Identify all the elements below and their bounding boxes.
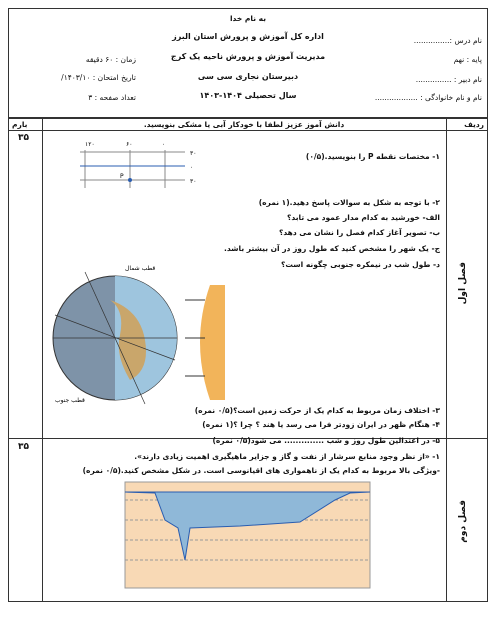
table (8, 118, 488, 602)
grid-label: ۰ (190, 164, 193, 171)
teacher: نام دبیر : ............... (415, 75, 482, 84)
rule (446, 118, 447, 602)
grid-label: ۳۰ (190, 178, 196, 185)
question: ۲- با توجه به شکل به سوالات پاسخ دهید.(۱… (258, 198, 440, 207)
rule (8, 438, 488, 439)
score: ۳۵ (18, 133, 29, 143)
question: ج- یک شهر را مشخص کنید که طول روز در آن … (223, 244, 440, 253)
question: ۳- اختلاف زمان مربوط به کدام یک از حرکت … (194, 406, 440, 415)
rule (8, 130, 488, 131)
coordinate-grid: P ۱۲۰ ۶۰ ۰ ۳۰ ۰ ۳۰ (80, 141, 196, 188)
time: زمان : ۶۰ دقیقه (85, 55, 136, 64)
grid-label: ۶۰ (126, 141, 132, 148)
point-label: P (120, 173, 124, 180)
grid-label: ۰ (162, 141, 165, 148)
question: ۵- در اعتدالین طول روز و شب ............… (212, 436, 440, 445)
question: الف- خورشید به کدام مدار عمود می تابد؟ (287, 213, 440, 222)
score: ۳۵ (18, 442, 29, 452)
school: دبیرستان نجاری سی سی (197, 72, 299, 81)
pages: تعداد صفحه : ۳ (88, 93, 136, 102)
ocean-profile (124, 481, 371, 589)
year: سال تحصیلی ۱۴۰۴-۱۴۰۳ (199, 91, 297, 100)
student: نام و نام خانوادگی : .................. (374, 93, 482, 102)
col-head: دانش آموز عزیز لطفا با خودکار آبی یا مشک… (143, 120, 345, 129)
org: اداره کل آموزش و پرورش استان البرز (172, 32, 324, 41)
pole-label: قطب جنوب (55, 397, 85, 404)
grid-label: ۱۲۰ (85, 141, 95, 148)
question: ۴- هنگام ظهر در ایران زودتر فرا می رسد ی… (202, 420, 440, 429)
header-box (8, 8, 488, 118)
question: ب- تصویر آغاز کدام فصل را نشان می دهد؟ (278, 228, 440, 237)
grade: پایه : نهم (453, 55, 482, 64)
col-head: ردیف (464, 120, 484, 129)
pole-label: قطب شمال (125, 265, 155, 272)
question: ۱- «از نظر وجود منابع سرشار از نفت و گاز… (134, 452, 440, 461)
globe-figure: قطب شمال قطب جنوب (52, 265, 225, 405)
rule (42, 118, 43, 602)
bismillah: به نام خدا (229, 14, 267, 23)
date: تاریخ امتحان : ۱۴۰۳/۱۰/ (61, 73, 136, 82)
col-head: بارم (12, 120, 28, 129)
district: مدیریت آموزش و پرورش ناحیه یک کرج (170, 52, 326, 61)
question: ۱- مختصات نقطه P را بنویسید.(۰/۵) (305, 152, 440, 161)
question: -ویژگی بالا مربوط به کدام یک از ناهمواری… (82, 466, 440, 475)
course: نام درس :............... (413, 36, 482, 45)
question: د- طول شب در نیمکره جنوبی چگونه است؟ (281, 260, 440, 269)
grid-label: ۳۰ (190, 150, 196, 157)
